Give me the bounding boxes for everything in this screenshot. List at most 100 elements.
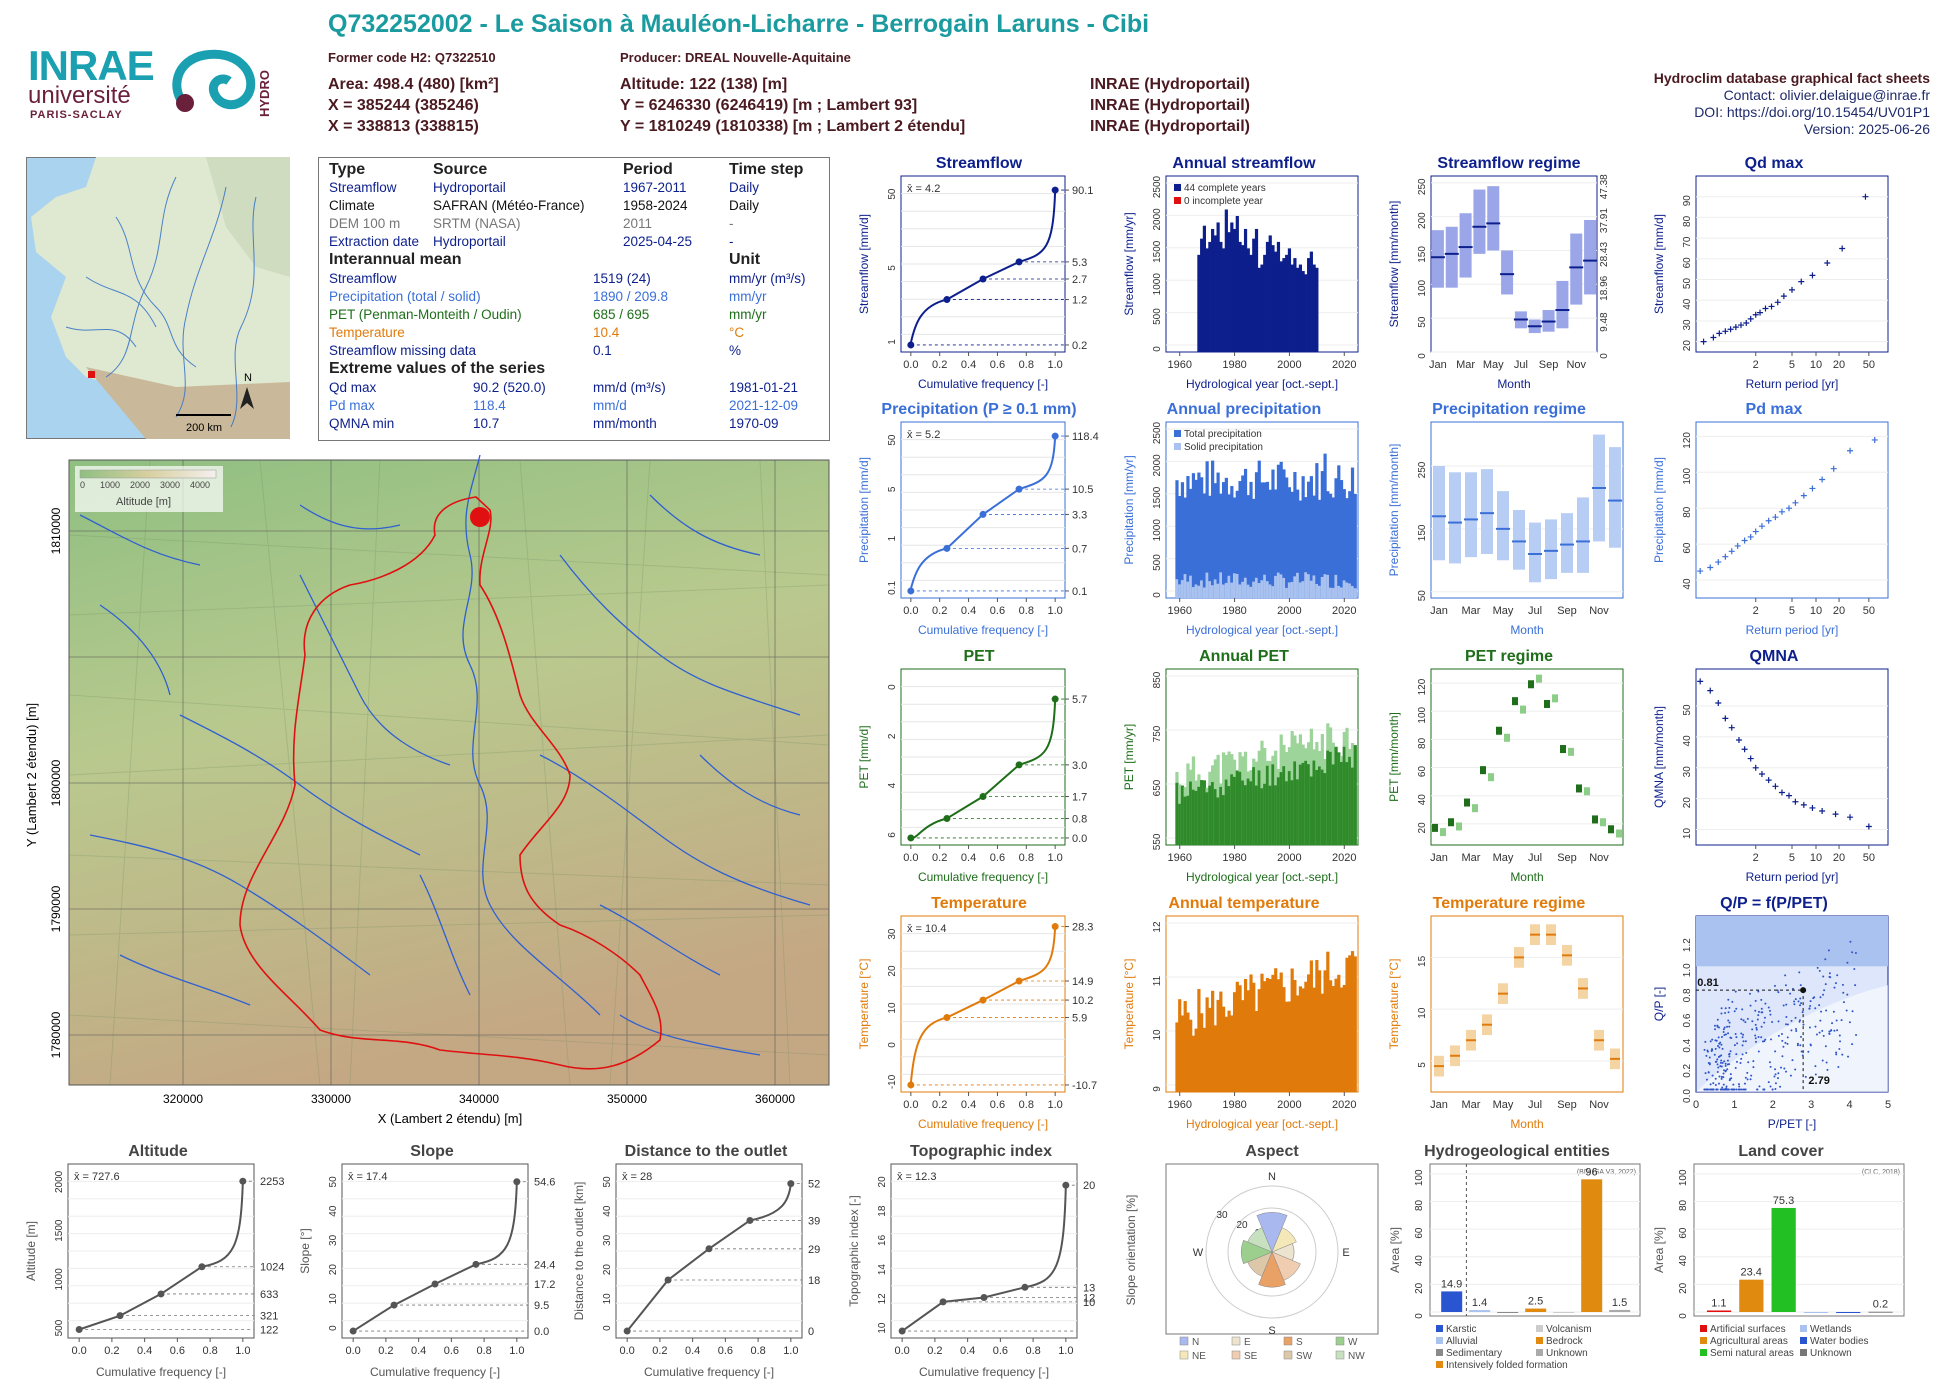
qp-point (1741, 1053, 1744, 1056)
y-tick-label: 1000 (1152, 519, 1163, 542)
doi-link[interactable]: DOI: https://doi.org/10.15454/UV01P1 (1694, 104, 1930, 120)
x-tick-label: Jul (1528, 852, 1542, 864)
x-tick-label: 0.8 (1019, 1099, 1034, 1111)
legend-label: 44 complete years (1184, 183, 1266, 194)
annual-bar-secondary (1315, 769, 1319, 845)
y-tick-label: 9 (1152, 1086, 1163, 1092)
qp-point (1786, 1036, 1789, 1039)
regime-oudin-box (1560, 745, 1566, 754)
y-tick-label: 20 (1414, 1282, 1425, 1294)
qp-point (1749, 1078, 1752, 1081)
x-tick-label: 1.0 (509, 1345, 524, 1357)
y-axis-label: Precipitation [mm/d] (857, 457, 871, 563)
legend-swatch (1335, 1350, 1345, 1360)
annual-bar (1331, 497, 1335, 598)
qp-point (1722, 1072, 1725, 1075)
interannual-header: Interannual mean Unit (329, 251, 761, 268)
regime-penman-box (1552, 694, 1558, 703)
qp-point (1851, 951, 1854, 954)
regime-oudin-box (1464, 798, 1470, 807)
qp-point (1841, 983, 1844, 986)
y-tick-label: 60 (1417, 766, 1428, 778)
annual-bar (1274, 251, 1278, 352)
quantile-point (1051, 432, 1059, 440)
mean-label: x̄ = 10.4 (907, 923, 946, 935)
right-tick-label: 10.5 (1072, 484, 1093, 496)
x-tick-label: 0.0 (346, 1345, 361, 1357)
y-tick-label: 80 (1682, 506, 1693, 518)
annual-bar (1276, 979, 1281, 1092)
annual-bar-secondary (1224, 582, 1228, 598)
annual-bar (1290, 491, 1294, 598)
qp-point (1760, 998, 1763, 1001)
qp-point (1836, 974, 1839, 977)
annual-bar (1342, 984, 1346, 1092)
qp-point (1728, 1053, 1731, 1056)
qp-point (1835, 1051, 1838, 1054)
x-tick-label: May (1483, 359, 1504, 371)
qmna-chart: QMNA QMNA [mm/month] Return period [yr] 10 2… (1652, 648, 1889, 884)
y-axis-label: Slope orientation [%] (1124, 1195, 1138, 1306)
annual-bar (1254, 472, 1259, 598)
left-tick-label: 10 (887, 1002, 898, 1014)
legend-label: Intensively folded formation (1446, 1360, 1568, 1371)
qp-point (1776, 1077, 1779, 1080)
right-tick-label: 633 (260, 1289, 278, 1301)
qp-point (1825, 1061, 1828, 1064)
qp-point (1773, 1075, 1776, 1078)
quantile-point (943, 296, 951, 304)
qp-point (1742, 1088, 1745, 1091)
extreme-row-qmna: QMNA min 10.7 mm/month 1970-09 (329, 416, 779, 431)
qp-point (1796, 1044, 1799, 1047)
annual-bar (1189, 1019, 1193, 1092)
compass-label: S (1268, 1325, 1275, 1337)
qp-point (1712, 1088, 1715, 1091)
annual-bar (1211, 990, 1215, 1092)
qp-point (1726, 1088, 1729, 1091)
annual-bar-secondary (1260, 580, 1264, 598)
qp-point (1790, 1029, 1793, 1032)
cumulative-curve (78, 1181, 244, 1331)
x-tick-label: 2 (1770, 1099, 1776, 1111)
chart-title: Pd max (1746, 401, 1803, 418)
x-tick-label: Jan (1430, 852, 1448, 864)
annual-bar (1353, 956, 1357, 1092)
qp-point (1720, 1043, 1723, 1046)
legend-swatch (1174, 443, 1181, 450)
x-axis-label: Cumulative frequency [-] (919, 1365, 1049, 1379)
return-period-point (1737, 322, 1744, 329)
annual-bar-secondary (1337, 752, 1341, 845)
annual-bar (1216, 222, 1220, 352)
x-tick-label: 2 (1753, 852, 1759, 864)
qp-point (1704, 1040, 1707, 1043)
x-axis-label: Cumulative frequency [-] (96, 1365, 226, 1379)
qp-point (1720, 1077, 1723, 1080)
qp-point (1729, 1036, 1732, 1039)
x-tick-label: Sep (1539, 359, 1559, 371)
qp-point (1757, 1035, 1760, 1038)
quantile-point (943, 814, 951, 822)
mean-label: x̄ = 12.3 (897, 1171, 936, 1183)
legend-swatch (1335, 1336, 1345, 1346)
annual-bar-secondary (1271, 586, 1275, 598)
annual-bar-secondary (1252, 581, 1256, 598)
x-tick-label: Mar (1462, 605, 1481, 617)
annual-bar-secondary (1328, 587, 1333, 598)
source-1: INRAE (Hydroportail) (1090, 76, 1250, 93)
x-tick-label: 0.4 (961, 1099, 976, 1111)
qp-point (1801, 1054, 1804, 1057)
annual-bar (1222, 482, 1226, 598)
y-tick-label: 100 (1678, 1169, 1689, 1186)
regime-range-bar (1584, 220, 1597, 295)
qp-point (1716, 1024, 1719, 1027)
chart-title: Annual PET (1199, 648, 1289, 665)
qp-point (1717, 1082, 1720, 1085)
annual-bar-secondary (1216, 583, 1220, 598)
y-tick-label: 250 (1417, 461, 1428, 478)
qp-point (1828, 1032, 1831, 1035)
x-tick-label: 3 (1808, 1099, 1814, 1111)
y-tick-label: 80 (1414, 1199, 1425, 1211)
legend-label: Alluvial (1446, 1336, 1478, 1347)
pet-chart: PET PET [mm/d] Cumulative frequency [-] 5.7… (857, 648, 1087, 884)
right-tick-label: 12 (1083, 1292, 1095, 1304)
